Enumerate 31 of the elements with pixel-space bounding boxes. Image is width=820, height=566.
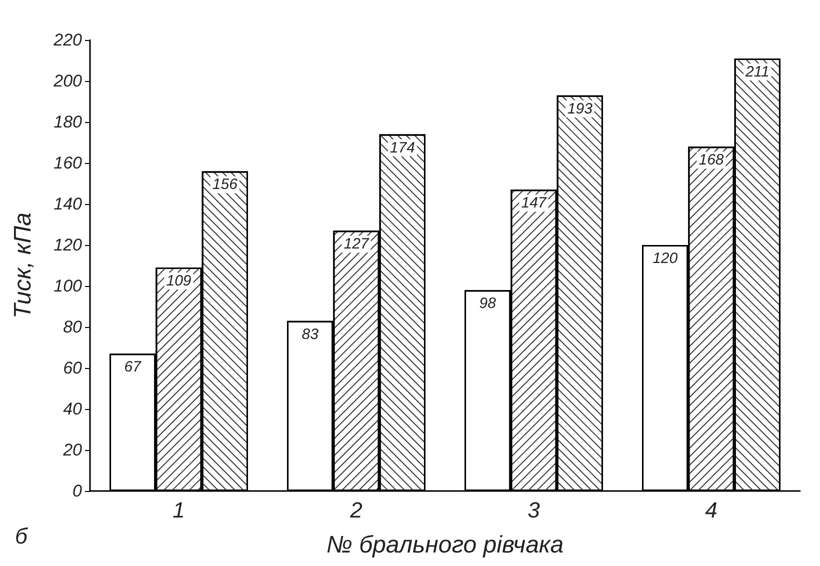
data-label: 147: [521, 194, 547, 212]
x-tick-label: 1: [172, 498, 185, 522]
data-label: 174: [390, 139, 415, 156]
x-tick-label: 4: [705, 498, 718, 522]
data-label: 109: [166, 272, 192, 290]
data-label: 211: [744, 63, 770, 80]
y-tick-label: 80: [63, 318, 83, 336]
x-axis-title: № брального рівчака: [326, 532, 564, 558]
y-tick-label: 100: [54, 276, 83, 296]
data-label: 156: [212, 176, 238, 194]
data-label: 168: [698, 152, 724, 169]
data-label: 98: [479, 295, 497, 312]
y-tick-label: 20: [62, 440, 83, 460]
y-tick-label: 180: [54, 112, 83, 132]
y-tick-label: 0: [72, 482, 83, 500]
data-label: 83: [302, 326, 320, 343]
y-tick-label: 120: [54, 236, 83, 254]
y-tick-label: 220: [52, 30, 83, 50]
y-tick-label: 140: [54, 194, 83, 214]
data-label: 193: [567, 100, 594, 118]
y-tick-label: 60: [63, 358, 83, 378]
y-tick-label: 40: [63, 400, 83, 418]
y-tick-label: 200: [52, 72, 83, 90]
text: б: [15, 524, 29, 548]
y-tick-label: 160: [54, 154, 83, 172]
data-label: 127: [344, 236, 370, 253]
data-label: 67: [124, 358, 142, 376]
x-tick-label: 3: [528, 498, 541, 522]
data-label: 120: [652, 250, 678, 267]
x-tick-label: 2: [349, 498, 362, 522]
y-axis-title: Тиск, кПа: [10, 212, 36, 318]
